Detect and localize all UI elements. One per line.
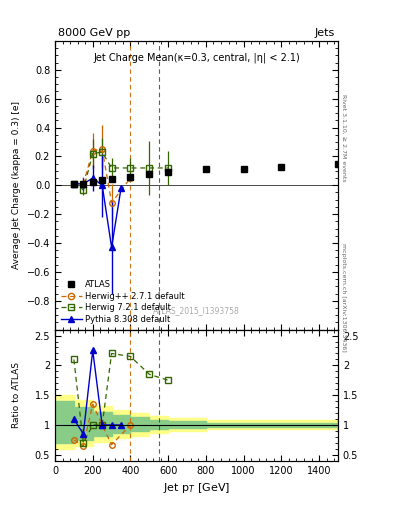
X-axis label: Jet p$_{T}$ [GeV]: Jet p$_{T}$ [GeV] xyxy=(163,481,230,495)
Text: Rivet 3.1.10, ≥ 2.7M events: Rivet 3.1.10, ≥ 2.7M events xyxy=(342,94,346,182)
Y-axis label: Average Jet Charge (kappa = 0.3) [e]: Average Jet Charge (kappa = 0.3) [e] xyxy=(12,101,21,269)
Text: Jet Charge Mean(κ=0.3, central, |η| < 2.1): Jet Charge Mean(κ=0.3, central, |η| < 2.… xyxy=(93,53,300,63)
Text: ATLAS_2015_I1393758: ATLAS_2015_I1393758 xyxy=(153,306,240,315)
Y-axis label: Ratio to ATLAS: Ratio to ATLAS xyxy=(12,362,21,428)
Text: 8000 GeV pp: 8000 GeV pp xyxy=(58,28,130,38)
Text: mcplots.cern.ch [arXiv:1306.3436]: mcplots.cern.ch [arXiv:1306.3436] xyxy=(342,243,346,351)
Text: Jets: Jets xyxy=(315,28,335,38)
Legend: ATLAS, Herwig++ 2.7.1 default, Herwig 7.2.1 default, Pythia 8.308 default: ATLAS, Herwig++ 2.7.1 default, Herwig 7.… xyxy=(59,279,186,326)
